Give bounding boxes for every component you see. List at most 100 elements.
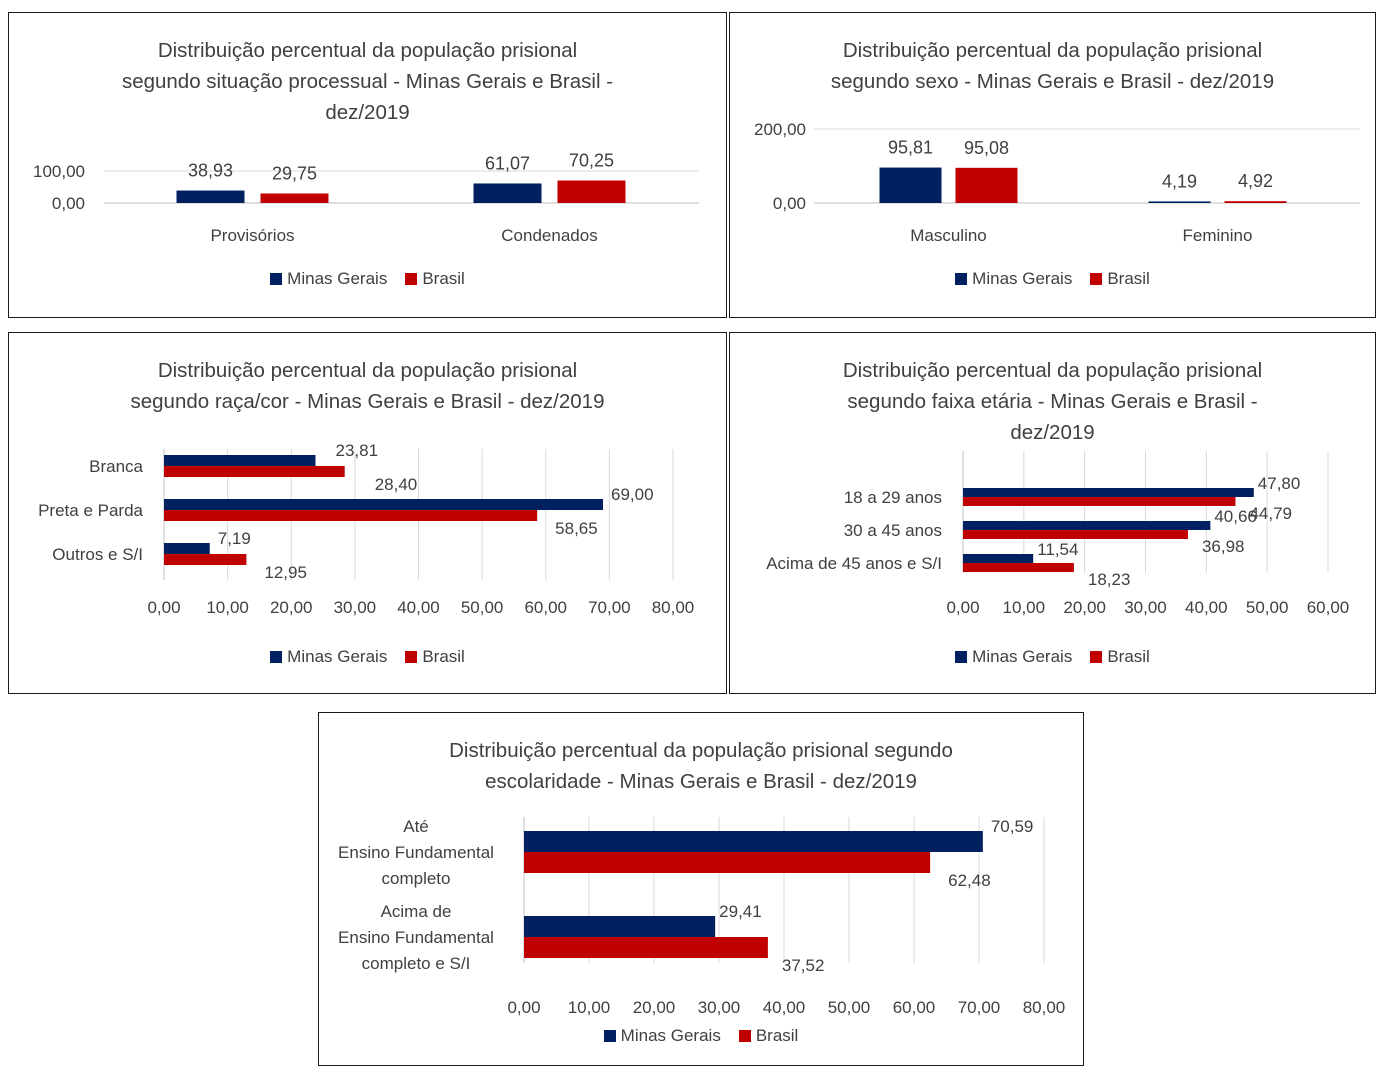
data-label: 95,81 (888, 138, 933, 158)
x-tick-label: 0,00 (507, 998, 540, 1017)
chart-legend: Minas Gerais Brasil (9, 647, 726, 667)
x-tick-label: 40,00 (763, 998, 806, 1017)
x-tick-label: 50,00 (1246, 598, 1289, 617)
legend-item-brasil: Brasil (405, 269, 465, 289)
x-tick-label: 20,00 (633, 998, 676, 1017)
data-label: 95,08 (964, 138, 1009, 158)
x-tick-label: 10,00 (568, 998, 611, 1017)
y-tick-label: 0,00 (52, 194, 85, 213)
x-tick-label: 60,00 (524, 598, 567, 617)
chart-situacao-processual: Distribuição percentual da população pri… (8, 12, 727, 318)
data-label: 69,00 (611, 485, 654, 504)
legend-swatch (955, 651, 968, 663)
data-label: 40,66 (1214, 507, 1257, 526)
legend-swatch (1090, 651, 1103, 663)
chart-plot-area: 0,00 100,00 38,93 29,75 Provisórios 61,07 70,2… (33, 151, 699, 245)
chart-sexo: Distribuição percentual da população pri… (729, 12, 1376, 318)
chart-raca-cor: Distribuição percentual da população pri… (8, 332, 727, 694)
x-tick-label: 0,00 (946, 598, 979, 617)
x-tick-label: 60,00 (893, 998, 936, 1017)
x-tick-label: 10,00 (1003, 598, 1046, 617)
x-category-label: Feminino (1183, 226, 1253, 245)
y-category-label: Acima de 45 anos e S/I (766, 554, 942, 573)
chart-title: Distribuição percentual da população pri… (842, 359, 1263, 444)
y-category-label: Acima de (381, 902, 452, 921)
x-category-label: Provisórios (210, 226, 294, 245)
legend-swatch (955, 273, 968, 285)
data-label: 62,48 (948, 871, 991, 890)
legend-item-minas-gerais: Minas Gerais (955, 269, 1072, 289)
data-label: 23,81 (335, 441, 378, 460)
x-tick-label: 30,00 (698, 998, 741, 1017)
x-tick-label: 20,00 (270, 598, 313, 617)
bar-brasil (1224, 201, 1287, 203)
bar-minas-gerais (473, 183, 542, 203)
x-tick-label: 50,00 (828, 998, 871, 1017)
data-label: 61,07 (485, 153, 530, 173)
data-label: 18,23 (1088, 570, 1131, 589)
chart-title: Distribuição percentual da população pri… (130, 359, 605, 413)
legend-item-brasil: Brasil (1090, 647, 1150, 667)
x-tick-label: 0,00 (147, 598, 180, 617)
x-tick-label: 30,00 (334, 598, 377, 617)
legend-swatch (405, 273, 418, 285)
bar-brasil (557, 180, 626, 203)
legend-item-minas-gerais: Minas Gerais (603, 1026, 721, 1046)
legend-swatch (270, 651, 283, 663)
bar-brasil (164, 554, 247, 565)
data-label: 29,41 (719, 902, 762, 921)
x-tick-label: 10,00 (206, 598, 249, 617)
bar-minas-gerais (164, 455, 316, 466)
bar-minas-gerais (524, 916, 716, 937)
data-label: 12,95 (264, 563, 307, 582)
bar-brasil (164, 466, 345, 477)
chart-plot-area: 0,00 200,00 95,81 95,08 Masculino 4,19 4,92 Fem… (754, 120, 1360, 245)
y-category-label: Até (403, 817, 429, 836)
chart-legend: Minas Gerais Brasil (319, 1026, 1083, 1046)
legend-swatch (738, 1030, 751, 1042)
chart-plot-area: 0,00 10,00 20,00 30,00 40,00 50,00 60,00 70,00 8… (38, 441, 694, 617)
data-label: 58,65 (555, 519, 598, 538)
y-tick-label: 200,00 (754, 120, 806, 139)
chart-plot-area: 0,00 10,00 20,00 30,00 40,00 50,00 60,00 70,00 8… (338, 817, 1066, 1017)
legend-item-brasil: Brasil (738, 1026, 798, 1046)
y-category-label: 30 a 45 anos (844, 521, 942, 540)
bar-minas-gerais (963, 554, 1034, 563)
legend-swatch (1090, 273, 1103, 285)
x-tick-label: 60,00 (1307, 598, 1350, 617)
x-tick-label: 20,00 (1063, 598, 1106, 617)
data-label: 4,92 (1238, 171, 1273, 191)
bar-minas-gerais (176, 190, 245, 203)
chart-faixa-etaria: Distribuição percentual da população pri… (729, 332, 1376, 694)
chart-title: Distribuição percentual da população pri… (121, 39, 614, 124)
bar-minas-gerais (524, 831, 983, 852)
bar-brasil (524, 937, 768, 958)
data-label: 11,54 (1037, 540, 1078, 559)
chart-legend: Minas Gerais Brasil (9, 269, 726, 289)
bar-minas-gerais (1148, 201, 1211, 203)
x-tick-label: 70,00 (588, 598, 631, 617)
data-label: 38,93 (188, 161, 233, 181)
bar-brasil (524, 852, 931, 873)
chart-legend: Minas Gerais Brasil (730, 269, 1375, 289)
data-label: 36,98 (1202, 537, 1245, 556)
data-label: 29,75 (272, 163, 317, 183)
x-tick-label: 40,00 (1185, 598, 1228, 617)
data-label: 28,40 (375, 475, 418, 494)
y-tick-label: 0,00 (773, 194, 806, 213)
data-label: 44,79 (1249, 504, 1292, 523)
bar-brasil (963, 530, 1188, 539)
legend-item-brasil: Brasil (1090, 269, 1150, 289)
bar-brasil (164, 510, 538, 521)
y-category-label: 18 a 29 anos (844, 488, 942, 507)
bar-minas-gerais (164, 543, 210, 554)
x-category-label: Masculino (910, 226, 987, 245)
x-tick-label: 80,00 (1023, 998, 1066, 1017)
y-category-label: Ensino Fundamental (338, 928, 494, 947)
legend-item-minas-gerais: Minas Gerais (955, 647, 1072, 667)
data-label: 70,25 (569, 151, 614, 171)
legend-item-brasil: Brasil (405, 647, 465, 667)
bar-minas-gerais (963, 488, 1254, 497)
legend-swatch (603, 1030, 616, 1042)
chart-legend: Minas Gerais Brasil (730, 647, 1375, 667)
